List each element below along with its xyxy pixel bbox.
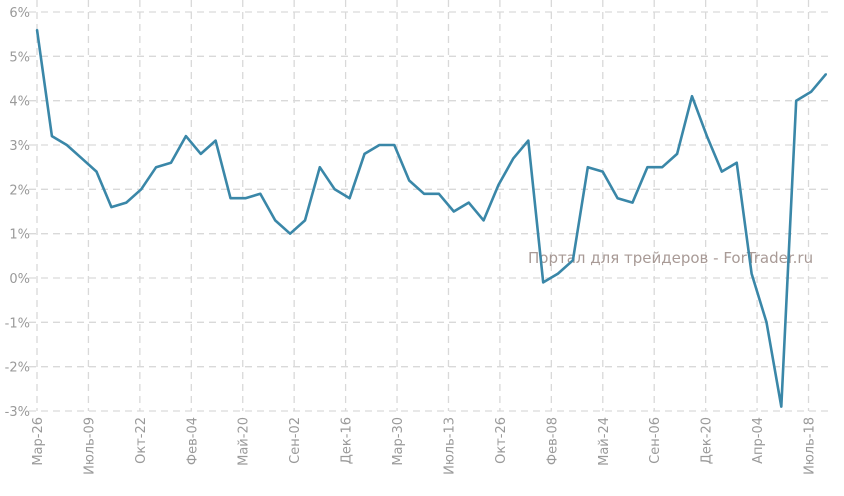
data-point: [661, 166, 664, 169]
data-point: [274, 219, 277, 222]
data-point: [36, 28, 38, 31]
data-points: [36, 28, 827, 408]
data-point: [810, 90, 813, 93]
watermark: Портал для трейдеров - ForTrader.ru: [528, 249, 813, 267]
y-tick-label: -1%: [5, 316, 30, 331]
data-point: [512, 157, 515, 160]
data-point: [571, 259, 574, 262]
y-tick-label: 4%: [9, 95, 30, 110]
data-point: [169, 161, 172, 164]
y-tick-label: -3%: [5, 405, 30, 420]
data-point: [80, 157, 83, 160]
data-point: [140, 188, 143, 191]
x-tick-label: Июль-09: [82, 417, 97, 475]
x-tick-label: Июль-18: [803, 417, 818, 475]
data-point: [750, 272, 753, 275]
data-point: [303, 219, 306, 222]
data-point: [363, 152, 366, 155]
data-point: [691, 95, 694, 98]
x-tick-label: Окт-22: [134, 417, 149, 464]
data-point: [259, 192, 262, 195]
data-point: [408, 179, 411, 182]
x-tick-label: Апр-04: [751, 417, 766, 464]
data-point: [705, 135, 708, 138]
data-point: [125, 201, 128, 204]
data-point: [631, 201, 634, 204]
x-tick-label: Мар-30: [391, 417, 406, 466]
data-point: [155, 166, 158, 169]
data-point: [482, 219, 485, 222]
x-tick-label: Сен-06: [648, 417, 663, 464]
data-point: [348, 197, 351, 200]
y-tick-label: -2%: [5, 361, 30, 376]
data-point: [527, 139, 530, 142]
y-tick-label: 0%: [9, 272, 30, 287]
x-tick-label: Дек-16: [340, 417, 355, 464]
data-point: [676, 152, 679, 155]
series-line: [35, 29, 827, 408]
x-tick-label: Мар-26: [31, 417, 46, 466]
data-point: [423, 192, 426, 195]
data-point: [586, 166, 589, 169]
data-point: [110, 206, 113, 209]
data-point: [795, 99, 798, 102]
y-tick-label: 2%: [9, 183, 30, 198]
data-point: [780, 405, 783, 408]
data-point: [825, 73, 827, 76]
data-point: [542, 281, 545, 284]
data-point: [214, 139, 217, 142]
data-point: [393, 144, 396, 146]
x-tick-label: Июль-13: [442, 417, 457, 475]
data-point: [452, 210, 455, 213]
y-tick-label: 6%: [9, 6, 30, 21]
data-point: [50, 135, 53, 138]
data-point: [497, 183, 500, 186]
data-point: [184, 135, 187, 138]
x-tick-label: Фев-08: [545, 417, 560, 465]
data-point: [467, 201, 470, 204]
data-point: [437, 192, 440, 195]
data-point: [199, 152, 202, 155]
x-tick-label: Май-24: [597, 417, 612, 466]
x-tick-label: Окт-26: [494, 417, 509, 464]
x-tick-label: Май-20: [237, 417, 252, 466]
y-tick-label: 5%: [9, 50, 30, 65]
data-point: [244, 197, 247, 200]
x-tick-label: Фев-04: [185, 417, 200, 465]
data-point: [65, 144, 68, 146]
data-point: [646, 166, 649, 169]
data-point: [735, 161, 738, 164]
data-point: [229, 197, 232, 200]
data-point: [765, 321, 768, 324]
x-tick-label: Сен-02: [288, 417, 303, 464]
y-tick-label: 3%: [9, 139, 30, 154]
data-point: [333, 188, 336, 191]
data-point: [378, 144, 381, 146]
data-point: [95, 170, 98, 173]
data-point: [289, 232, 292, 235]
data-point: [557, 272, 560, 275]
data-point: [601, 170, 604, 173]
data-point: [616, 197, 619, 200]
y-tick-label: 1%: [9, 228, 30, 243]
x-tick-label: Дек-20: [700, 417, 715, 464]
data-point: [720, 170, 723, 173]
data-point: [318, 166, 321, 169]
